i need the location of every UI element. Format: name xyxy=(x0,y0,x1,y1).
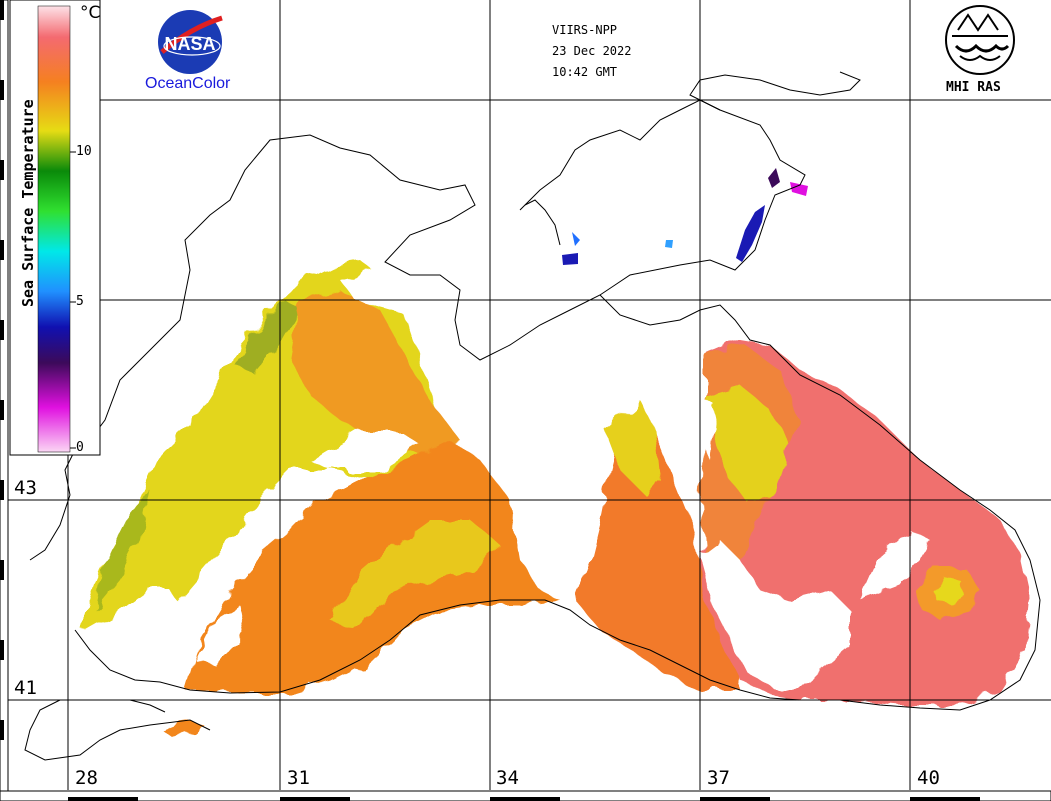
sst-patch-mid-orange xyxy=(575,420,740,690)
lon-label-31: 31 xyxy=(287,767,310,789)
sst-patch-marmara xyxy=(160,720,205,735)
lon-label-34: 34 xyxy=(496,767,519,789)
scale-tick-10: 10 xyxy=(76,144,92,159)
nasa-logo-icon: NASA xyxy=(158,10,223,74)
scale-tick-5: 5 xyxy=(76,294,84,309)
lon-label-28: 28 xyxy=(75,767,98,789)
sst-patch-east-yellow xyxy=(705,385,790,505)
lon-label-40: 40 xyxy=(917,767,940,789)
acquisition-date: 23 Dec 2022 xyxy=(552,44,632,58)
sst-colorbar xyxy=(9,0,101,456)
scale-title: Sea Surface Temperature xyxy=(19,99,37,307)
cloud-gaps xyxy=(80,270,930,690)
sst-patch-central-yellow xyxy=(330,520,500,630)
scale-tick-0: 0 xyxy=(76,440,84,455)
sst-azov xyxy=(562,168,808,265)
sst-patch-eddy-core xyxy=(932,578,965,604)
mhi-ras-caption: MHI RAS xyxy=(946,80,1001,95)
lat-label-41: 41 xyxy=(14,677,37,699)
scale-unit: °C xyxy=(80,3,101,23)
sensor-name: VIIRS-NPP xyxy=(552,23,618,37)
sst-patch-west-green xyxy=(95,490,150,610)
acquisition-time: 10:42 GMT xyxy=(552,65,618,79)
sst-patch-northwest-green xyxy=(235,300,300,375)
mhi-logo-icon xyxy=(945,5,1015,75)
sst-patch-mid-yellow xyxy=(605,400,660,495)
lon-label-37: 37 xyxy=(707,767,730,789)
oceancolor-caption: OceanColor xyxy=(145,75,231,92)
sst-patch-west-orange xyxy=(290,290,460,455)
lat-label-43: 43 xyxy=(14,477,37,499)
svg-text:NASA: NASA xyxy=(164,34,215,54)
